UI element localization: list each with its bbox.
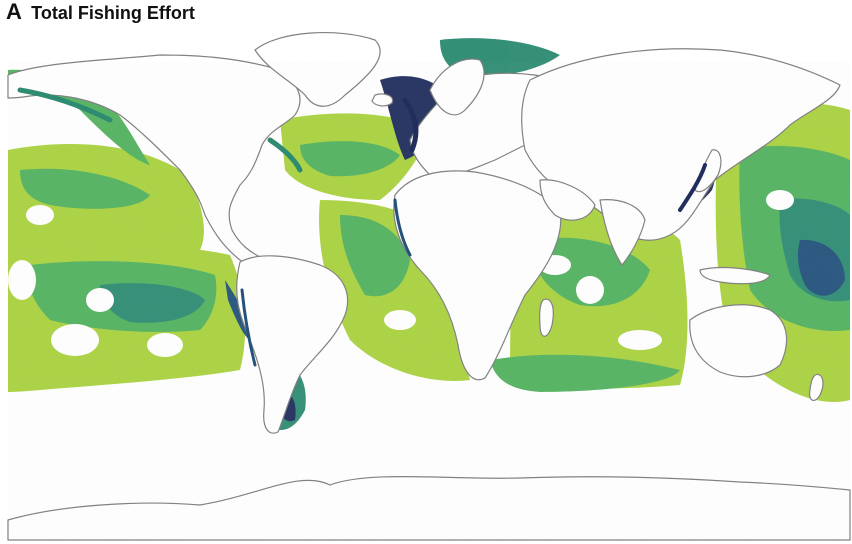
panel-letter: A [6, 0, 22, 24]
grain-overlay [8, 62, 850, 540]
figure-title: A Total Fishing Effort [6, 0, 195, 26]
title-text: Total Fishing Effort [31, 3, 195, 23]
